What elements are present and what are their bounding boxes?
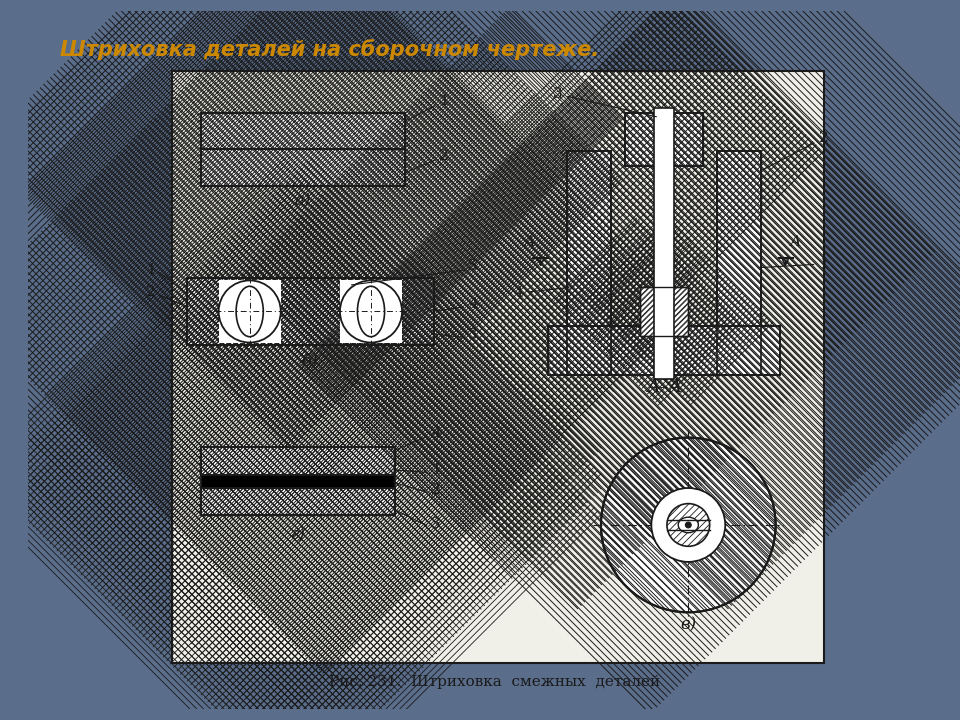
Text: 3: 3: [552, 87, 657, 117]
Bar: [340, 280, 402, 343]
Ellipse shape: [357, 287, 385, 337]
Text: 5: 5: [468, 259, 478, 273]
Bar: [547, 326, 780, 374]
Bar: [639, 287, 688, 336]
Bar: [717, 151, 761, 374]
Bar: [625, 112, 703, 166]
Bar: [186, 277, 434, 346]
Text: 1: 1: [431, 463, 441, 477]
Bar: [172, 71, 824, 662]
Text: Штриховка деталей на сборочном чертеже.: Штриховка деталей на сборочном чертеже.: [60, 39, 599, 60]
Bar: [625, 112, 703, 166]
Circle shape: [652, 488, 725, 562]
Circle shape: [652, 488, 725, 562]
Text: а): а): [295, 193, 311, 210]
Text: 1: 1: [439, 94, 448, 108]
Bar: [202, 474, 396, 488]
Bar: [202, 488, 396, 516]
Text: 2: 2: [146, 285, 156, 299]
Text: 2: 2: [431, 483, 441, 497]
Bar: [655, 108, 674, 379]
Bar: [202, 112, 405, 150]
Text: А: А: [524, 235, 536, 249]
Text: 1: 1: [146, 263, 156, 276]
Ellipse shape: [678, 517, 698, 533]
Text: б): б): [301, 354, 318, 371]
Ellipse shape: [236, 287, 263, 337]
Text: 3: 3: [431, 517, 441, 531]
Bar: [667, 503, 709, 546]
Text: в): в): [681, 617, 696, 634]
Bar: [202, 447, 396, 474]
Circle shape: [601, 438, 776, 612]
Text: А–А: А–А: [646, 378, 683, 396]
Bar: [202, 488, 396, 516]
Bar: [567, 151, 611, 374]
Bar: [202, 150, 405, 186]
Circle shape: [340, 280, 402, 343]
Bar: [202, 150, 405, 186]
Bar: [186, 277, 434, 346]
Bar: [567, 151, 611, 374]
Text: 3: 3: [468, 328, 478, 342]
Text: 4: 4: [468, 297, 478, 311]
Circle shape: [685, 522, 691, 528]
Text: А: А: [790, 235, 802, 249]
Bar: [202, 447, 396, 474]
Text: 2: 2: [439, 149, 448, 163]
Text: 4: 4: [514, 286, 569, 300]
Text: г): г): [291, 526, 305, 544]
Circle shape: [219, 280, 280, 343]
Bar: [202, 112, 405, 150]
Text: 4: 4: [431, 426, 441, 440]
Bar: [717, 151, 761, 374]
Bar: [219, 280, 280, 343]
Text: 1: 1: [759, 257, 829, 271]
Bar: [639, 287, 688, 336]
Bar: [547, 326, 780, 374]
Text: 2: 2: [763, 130, 829, 169]
Text: Рис. 231.  Штриховка  смежных  деталей: Рис. 231. Штриховка смежных деталей: [328, 675, 660, 689]
